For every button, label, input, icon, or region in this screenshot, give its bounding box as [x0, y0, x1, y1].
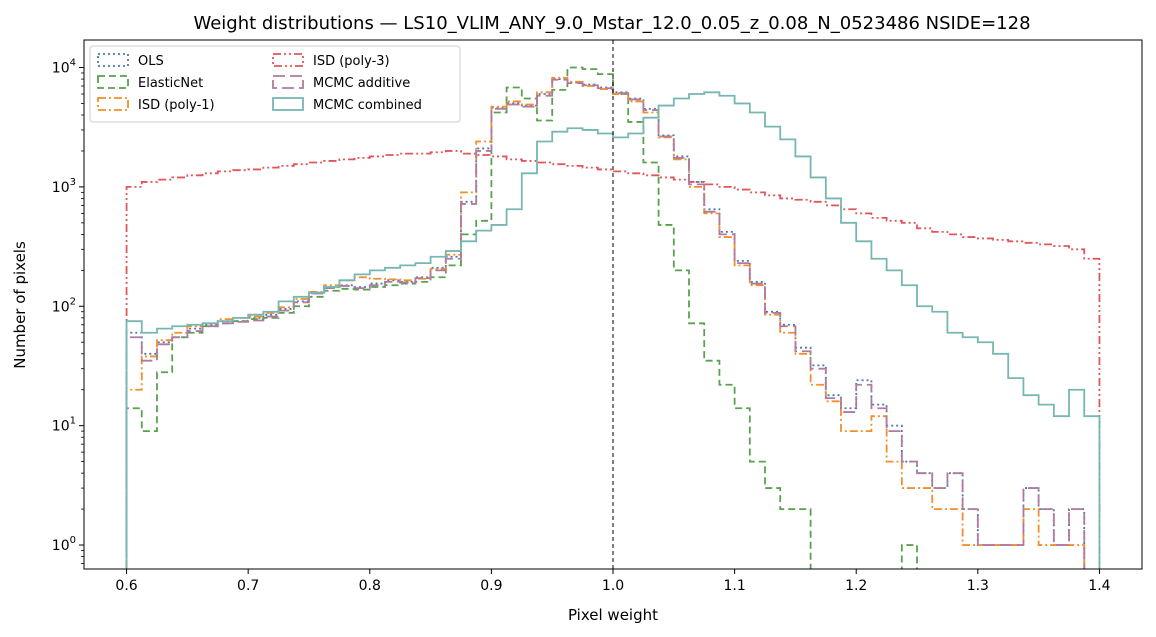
y-tick-label: 100 — [52, 535, 76, 554]
series-elasticnet — [125, 66, 918, 569]
legend-item-ols: OLS — [97, 53, 164, 69]
legend-item-mcmc-additive: MCMC additive — [272, 75, 410, 91]
y-tick-label: 101 — [52, 416, 76, 435]
x-tick-label: 1.3 — [967, 578, 989, 594]
legend: OLS ElasticNet ISD (poly-1) ISD (poly-3) MCM… — [89, 45, 461, 123]
legend-label: MCMC combined — [313, 98, 422, 113]
x-tick-label: 0.8 — [359, 578, 381, 594]
y-tick-label: 104 — [52, 58, 76, 77]
x-axis-label: Pixel weight — [568, 606, 658, 624]
x-tick-label: 0.6 — [115, 578, 137, 594]
legend-label: ISD (poly-1) — [138, 98, 215, 113]
legend-label: ISD (poly-3) — [313, 54, 390, 69]
x-tick-label: 0.7 — [237, 578, 259, 594]
legend-label: ElasticNet — [138, 76, 203, 91]
legend-frame — [89, 45, 461, 123]
legend-swatch — [272, 75, 304, 89]
x-tick-label: 1.1 — [723, 578, 745, 594]
legend-item-isd-poly-3: ISD (poly-3) — [272, 53, 390, 69]
y-tick-label: 102 — [52, 296, 76, 315]
y-tick-label: 103 — [52, 177, 76, 196]
legend-item-mcmc-combined: MCMC combined — [272, 97, 422, 113]
y-axis: 100 101 102 103 104 — [52, 58, 84, 564]
chart-title: Weight distributions — LS10_VLIM_ANY_9.0… — [193, 13, 1030, 34]
legend-swatch — [272, 97, 304, 111]
legend-item-isd-poly-1: ISD (poly-1) — [97, 97, 215, 113]
x-tick-label: 0.9 — [480, 578, 502, 594]
legend-label: OLS — [138, 54, 164, 69]
legend-swatch — [97, 53, 129, 67]
y-axis-label: Number of pixels — [11, 241, 29, 369]
x-tick-label: 1.4 — [1088, 578, 1110, 594]
legend-item-elasticnet: ElasticNet — [97, 75, 203, 91]
x-axis: 0.6 0.7 0.8 0.9 1.0 1.1 1.2 1.3 1.4 — [115, 569, 1111, 594]
legend-swatch — [97, 97, 129, 111]
x-tick-label: 1.2 — [845, 578, 867, 594]
plot-area — [83, 39, 1143, 570]
series-isd-poly-3 — [125, 150, 1101, 569]
x-tick-label: 1.0 — [602, 578, 624, 594]
legend-swatch — [97, 75, 129, 89]
series-isd-poly-1 — [125, 76, 1086, 569]
series-mcmc-combined — [125, 91, 1101, 569]
legend-label: MCMC additive — [313, 76, 410, 91]
